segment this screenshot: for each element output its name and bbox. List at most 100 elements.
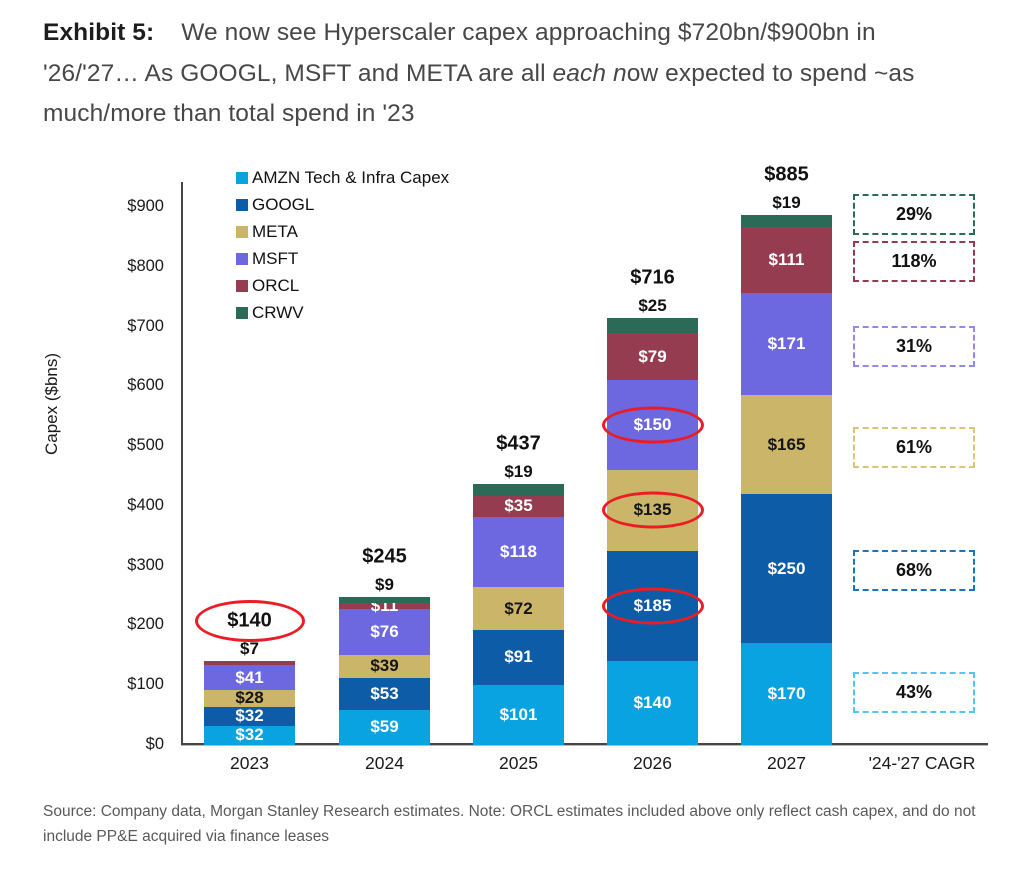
chart-legend: AMZN Tech & Infra Capex GOOGL META MSFT ORCL… <box>236 164 449 326</box>
cagr-value-label: 61% <box>895 437 933 457</box>
bar-segment-googl-2023 <box>204 706 295 726</box>
bar-segment-meta-2025 <box>473 587 564 631</box>
y-tick-label: $400 <box>127 495 164 514</box>
bar-segment-orcl-2023 <box>204 661 295 666</box>
bar-total-label: $245 <box>362 545 407 568</box>
x-axis-label-2025: 2025 <box>499 753 538 773</box>
red-circle-annotation <box>194 600 305 643</box>
cagr-value-label: 31% <box>895 336 933 356</box>
legend-label: MSFT <box>252 248 299 268</box>
legend-label: AMZN Tech & Infra Capex <box>252 167 450 187</box>
red-circle-annotation <box>601 587 704 625</box>
legend-label: CRWV <box>252 302 304 322</box>
exhibit-title-text: '26/'27… As GOOGL, MSFT and META are all <box>43 59 553 87</box>
exhibit-title: Exhibit 5: We now see Hyperscaler capex a… <box>43 13 998 135</box>
segment-value-label: $79 <box>638 346 667 366</box>
red-circle-annotation <box>601 406 704 444</box>
bar-segment-crwv-2027 <box>741 215 832 227</box>
cagr-value-label: 118% <box>891 251 937 271</box>
legend-item: META <box>236 218 449 245</box>
bar-segment-msft-2023 <box>204 665 295 690</box>
cagr-value-label: 68% <box>895 560 933 580</box>
cagr-box-orcl: 118% <box>853 241 975 282</box>
bar-segment-amzn-2025 <box>473 684 564 745</box>
segment-value-label: $118 <box>500 541 537 561</box>
legend-swatch-icon <box>236 171 248 184</box>
bar-total-label: $885 <box>764 163 809 186</box>
legend-swatch-icon <box>236 279 248 292</box>
bar-segment-crwv-2025 <box>473 484 564 496</box>
bar-segment-meta-2023 <box>204 690 295 707</box>
bar-segment-crwv-2024 <box>339 597 430 603</box>
cagr-value-label: 43% <box>895 682 933 702</box>
exhibit-title-line: '26/'27… As GOOGL, MSFT and META are all… <box>43 54 998 95</box>
segment-value-label: $111 <box>768 249 805 269</box>
above-bar-label: $19 <box>772 193 801 213</box>
y-axis-line <box>181 182 183 745</box>
cagr-column-label: '24-'27 CAGR <box>868 753 976 773</box>
bar-segment-meta-2027 <box>741 395 832 494</box>
segment-value-label: $53 <box>370 683 399 703</box>
cagr-box-amzn: 43% <box>853 672 975 713</box>
y-tick-label: $900 <box>127 196 164 215</box>
exhibit-number-label: Exhibit 5: <box>43 19 155 46</box>
legend-item: GOOGL <box>236 191 449 218</box>
above-bar-label: $25 <box>638 296 667 316</box>
legend-item: CRWV <box>236 299 449 326</box>
segment-value-label: $165 <box>767 434 806 454</box>
bar-segment-googl-2025 <box>473 630 564 685</box>
segment-value-label: $72 <box>504 598 533 618</box>
x-axis-label-2026: 2026 <box>633 753 672 773</box>
cagr-box-crwv: 29% <box>853 194 975 235</box>
legend-swatch-icon <box>236 225 248 238</box>
segment-value-label: $171 <box>767 334 806 354</box>
cagr-value-label: 29% <box>895 204 933 224</box>
exhibit-title-text: ow expected to spend ~as <box>626 59 915 87</box>
bar-segment-orcl-2025 <box>473 495 564 517</box>
bar-segment-googl-2027 <box>741 493 832 644</box>
bar-segment-msft-2027 <box>741 293 832 396</box>
bar-total-label: $716 <box>630 266 675 289</box>
above-bar-label: $7 <box>240 639 259 659</box>
legend-item: AMZN Tech & Infra Capex <box>236 164 449 191</box>
cagr-box-googl: 68% <box>853 550 975 591</box>
y-tick-label: $0 <box>145 735 164 753</box>
y-tick-label: $500 <box>127 436 164 455</box>
legend-swatch-icon <box>236 306 248 319</box>
y-tick-label: $700 <box>127 316 164 335</box>
bar-segment-orcl-2027 <box>741 226 832 294</box>
x-axis-line <box>181 743 988 746</box>
legend-item: MSFT <box>236 245 449 272</box>
legend-swatch-icon <box>236 252 248 265</box>
legend-label: GOOGL <box>252 194 315 214</box>
exhibit-title-text: We now see Hyperscaler capex approaching… <box>181 19 876 46</box>
bar-segment-amzn-2024 <box>339 709 430 745</box>
y-tick-label: $300 <box>127 555 164 574</box>
y-tick-label: $800 <box>127 256 164 275</box>
segment-value-label: $32 <box>235 706 264 726</box>
legend-label: META <box>252 221 298 241</box>
segment-value-label: $170 <box>767 684 806 704</box>
bar-total-label: $437 <box>496 432 541 455</box>
bar-segment-meta-2024 <box>339 654 430 679</box>
segment-value-label: $35 <box>504 496 533 516</box>
x-axis-label-2027: 2027 <box>767 753 806 773</box>
y-tick-label: $200 <box>127 615 164 634</box>
x-axis-label-2024: 2024 <box>365 753 404 773</box>
bar-segment-amzn-2023 <box>204 725 295 745</box>
source-note: Source: Company data, Morgan Stanley Res… <box>43 803 976 845</box>
legend-label: ORCL <box>252 275 300 295</box>
segment-value-label: $91 <box>504 647 533 667</box>
cagr-box-msft: 31% <box>853 326 975 367</box>
segment-value-label: $76 <box>370 622 399 642</box>
cagr-box-meta: 61% <box>853 427 975 468</box>
legend-swatch-icon <box>236 198 248 211</box>
bar-segment-orcl-2026 <box>607 333 698 381</box>
red-circle-annotation <box>601 491 704 529</box>
segment-value-label: $32 <box>235 725 264 745</box>
legend-item: ORCL <box>236 272 449 299</box>
segment-value-label: $28 <box>235 688 264 708</box>
segment-value-label: $140 <box>633 693 672 713</box>
y-tick-label: $100 <box>127 675 164 694</box>
